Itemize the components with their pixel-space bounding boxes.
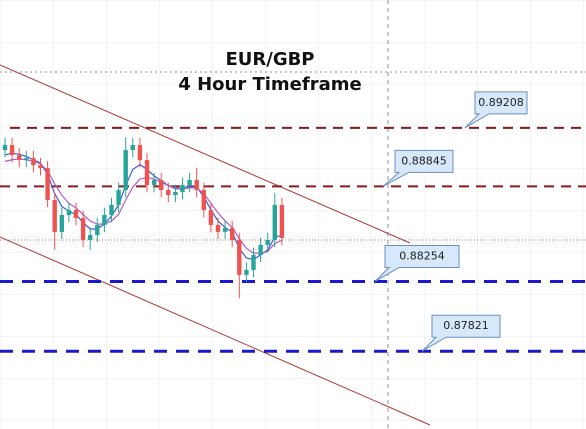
- level-label: 0.89208: [478, 96, 524, 109]
- level-label: 0.87821: [443, 319, 489, 332]
- candle-body: [215, 224, 221, 232]
- chart-title: EUR/GBP: [225, 49, 314, 70]
- level-label: 0.88254: [399, 249, 445, 262]
- moving-average: [4, 152, 283, 261]
- plot: [0, 126, 586, 353]
- candle-body: [180, 185, 185, 192]
- candle-body: [80, 218, 86, 240]
- candle-body: [159, 180, 164, 191]
- candle-body: [230, 228, 235, 240]
- level-label: 0.88845: [401, 154, 447, 167]
- candle-body: [137, 145, 143, 161]
- candle-body: [187, 180, 192, 186]
- candle-body: [17, 155, 22, 161]
- candle-body: [201, 190, 206, 210]
- candle-body: [173, 191, 178, 196]
- candle-body: [102, 214, 107, 225]
- candle-body: [24, 158, 29, 161]
- callout-box: [374, 244, 460, 282]
- candle-body: [109, 204, 114, 215]
- chart-subtitle: 4 Hour Timeframe: [178, 74, 361, 95]
- candle-body: [59, 214, 64, 232]
- candle-body: [66, 209, 72, 215]
- candle-body: [222, 228, 228, 232]
- candle-body: [166, 190, 171, 196]
- candle-body: [38, 165, 43, 169]
- candle-body: [272, 204, 277, 240]
- candle-body: [151, 180, 157, 186]
- candle-body: [52, 200, 57, 232]
- callout-box: [464, 91, 528, 129]
- channel-lower: [0, 236, 431, 426]
- candle-body: [95, 224, 100, 235]
- candle-body: [116, 190, 121, 205]
- candle-body: [237, 239, 242, 275]
- candle-body: [123, 150, 128, 191]
- candle-body: [31, 158, 36, 166]
- candle-body: [130, 145, 135, 151]
- candle-body: [258, 244, 263, 255]
- candle-body: [2, 145, 8, 151]
- candle-body: [9, 145, 15, 156]
- candle-body: [279, 204, 285, 239]
- callout-box: [382, 149, 454, 187]
- channel-upper: [0, 64, 411, 244]
- moving-average: [4, 158, 283, 254]
- candle-body: [194, 180, 199, 191]
- candle-body: [88, 234, 93, 240]
- candle-body: [144, 160, 150, 186]
- candle-body: [45, 168, 50, 201]
- candle-body: [265, 239, 270, 245]
- candle-body: [244, 269, 249, 275]
- candle-body: [208, 209, 214, 225]
- candle-body: [73, 209, 79, 219]
- callout-box: [421, 314, 501, 352]
- candle-body: [251, 254, 256, 270]
